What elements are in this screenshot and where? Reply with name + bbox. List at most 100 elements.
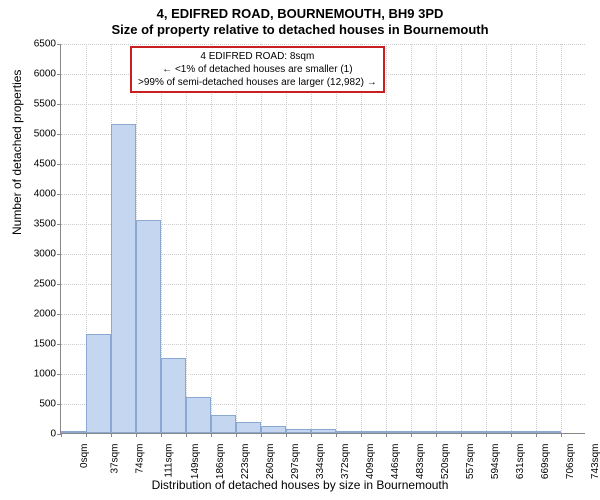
- xtick-mark: [386, 433, 387, 437]
- histogram-bar: [211, 415, 236, 433]
- ytick-mark: [57, 374, 61, 375]
- ytick-mark: [57, 44, 61, 45]
- xtick-mark: [111, 433, 112, 437]
- xtick-label: 223sqm: [240, 444, 251, 480]
- gridline-h: [61, 44, 585, 45]
- xtick-mark: [286, 433, 287, 437]
- ytick-label: 5000: [16, 129, 56, 140]
- xtick-mark: [361, 433, 362, 437]
- xtick-label: 260sqm: [265, 444, 276, 480]
- xtick-mark: [61, 433, 62, 437]
- ytick-mark: [57, 254, 61, 255]
- xtick-mark: [536, 433, 537, 437]
- histogram-bar: [111, 124, 136, 433]
- xtick-mark: [561, 433, 562, 437]
- xtick-label: 0sqm: [79, 444, 90, 468]
- xtick-label: 520sqm: [440, 444, 451, 480]
- histogram-bar: [236, 422, 261, 433]
- xtick-mark: [161, 433, 162, 437]
- ytick-mark: [57, 284, 61, 285]
- gridline-v: [336, 44, 337, 433]
- ytick-label: 6000: [16, 69, 56, 80]
- xtick-label: 706sqm: [565, 444, 576, 480]
- ytick-label: 2500: [16, 279, 56, 290]
- ytick-label: 0: [16, 429, 56, 440]
- histogram-bar: [336, 431, 361, 433]
- gridline-v: [561, 44, 562, 433]
- xtick-label: 743sqm: [590, 444, 600, 480]
- xtick-mark: [336, 433, 337, 437]
- xtick-mark: [311, 433, 312, 437]
- info-line-1: 4 EDIFRED ROAD: 8sqm: [138, 50, 377, 63]
- xtick-label: 483sqm: [415, 444, 426, 480]
- histogram-bar: [411, 431, 436, 433]
- histogram-bar: [186, 397, 211, 433]
- chart-container: 4, EDIFRED ROAD, BOURNEMOUTH, BH9 3PD Si…: [0, 0, 600, 500]
- xtick-label: 111sqm: [163, 444, 174, 478]
- gridline-v: [486, 44, 487, 433]
- xtick-mark: [136, 433, 137, 437]
- histogram-bar: [361, 431, 386, 433]
- histogram-bar: [486, 431, 512, 433]
- histogram-bar: [386, 431, 411, 433]
- plot-area: [60, 44, 585, 434]
- gridline-h: [61, 164, 585, 165]
- chart-title-main: 4, EDIFRED ROAD, BOURNEMOUTH, BH9 3PD: [0, 0, 600, 21]
- ytick-mark: [57, 74, 61, 75]
- ytick-mark: [57, 194, 61, 195]
- ytick-label: 500: [16, 399, 56, 410]
- xtick-mark: [436, 433, 437, 437]
- chart-title-sub: Size of property relative to detached ho…: [0, 21, 600, 37]
- gridline-v: [286, 44, 287, 433]
- ytick-label: 2000: [16, 309, 56, 320]
- xtick-label: 334sqm: [315, 444, 326, 480]
- xtick-label: 297sqm: [290, 444, 301, 480]
- histogram-bar: [161, 358, 186, 433]
- xtick-mark: [211, 433, 212, 437]
- gridline-v: [236, 44, 237, 433]
- ytick-label: 3500: [16, 219, 56, 230]
- xtick-label: 669sqm: [540, 444, 551, 480]
- x-axis-label: Distribution of detached houses by size …: [0, 478, 600, 492]
- xtick-label: 372sqm: [340, 444, 351, 480]
- ytick-mark: [57, 404, 61, 405]
- info-line-2: ← <1% of detached houses are smaller (1): [138, 63, 377, 76]
- ytick-label: 1000: [16, 369, 56, 380]
- gridline-v: [436, 44, 437, 433]
- histogram-bar: [511, 431, 536, 433]
- histogram-bar: [311, 429, 336, 433]
- xtick-label: 186sqm: [215, 444, 226, 480]
- ytick-label: 5500: [16, 99, 56, 110]
- ytick-label: 1500: [16, 339, 56, 350]
- xtick-label: 409sqm: [365, 444, 376, 480]
- gridline-h: [61, 104, 585, 105]
- xtick-mark: [461, 433, 462, 437]
- xtick-label: 37sqm: [109, 444, 120, 474]
- gridline-v: [536, 44, 537, 433]
- ytick-label: 4500: [16, 159, 56, 170]
- ytick-mark: [57, 104, 61, 105]
- gridline-h: [61, 134, 585, 135]
- gridline-v: [461, 44, 462, 433]
- ytick-label: 3000: [16, 249, 56, 260]
- gridline-v: [211, 44, 212, 433]
- histogram-bar: [136, 220, 162, 433]
- xtick-label: 446sqm: [390, 444, 401, 480]
- histogram-bar: [86, 334, 111, 433]
- xtick-mark: [236, 433, 237, 437]
- gridline-v: [311, 44, 312, 433]
- ytick-mark: [57, 344, 61, 345]
- xtick-label: 631sqm: [515, 444, 526, 480]
- histogram-bar: [461, 431, 486, 433]
- ytick-label: 4000: [16, 189, 56, 200]
- xtick-mark: [186, 433, 187, 437]
- histogram-bar: [286, 429, 312, 433]
- histogram-bar: [436, 431, 461, 433]
- xtick-label: 74sqm: [134, 444, 145, 474]
- info-line-3: >99% of semi-detached houses are larger …: [138, 76, 377, 89]
- ytick-mark: [57, 314, 61, 315]
- xtick-label: 594sqm: [490, 444, 501, 480]
- gridline-v: [361, 44, 362, 433]
- gridline-v: [386, 44, 387, 433]
- gridline-v: [411, 44, 412, 433]
